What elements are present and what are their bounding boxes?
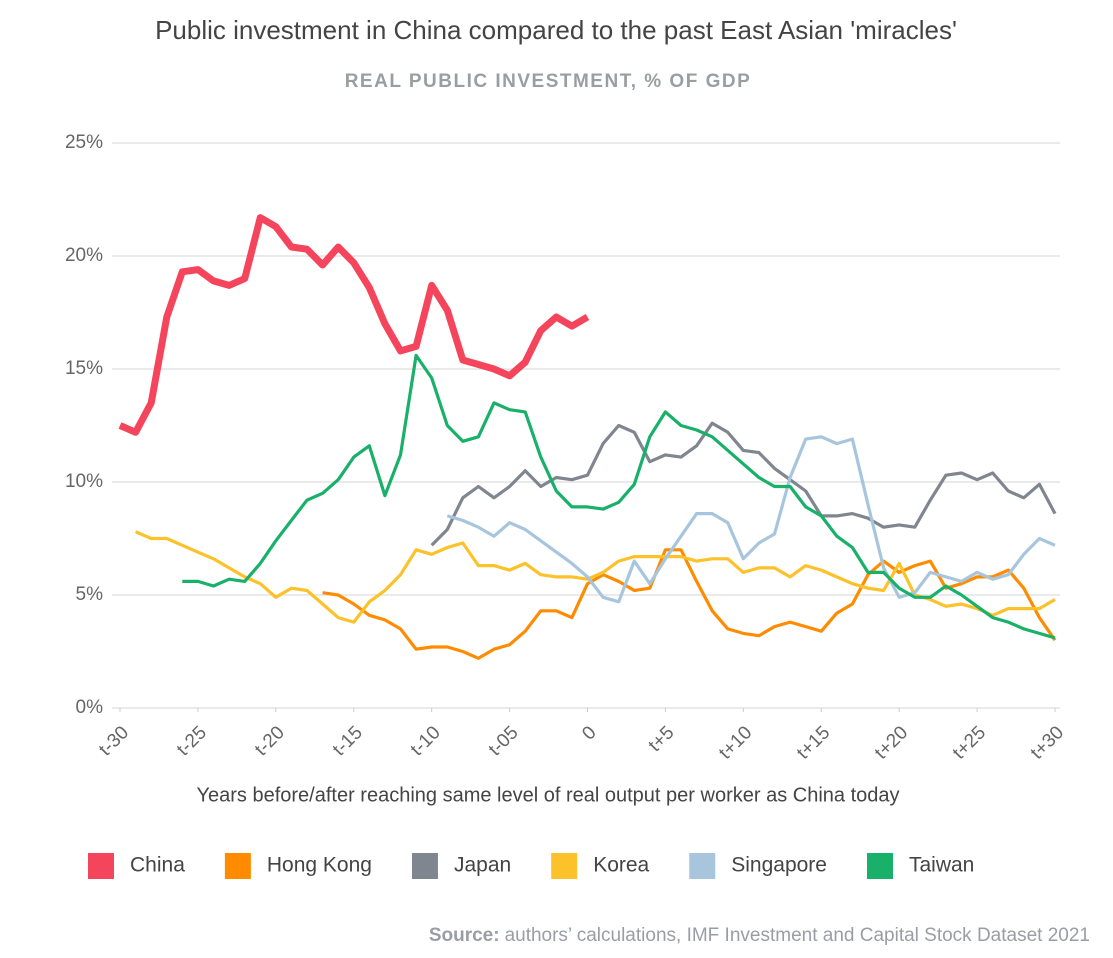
- legend-label: China: [130, 854, 185, 877]
- x-tick-label: t+10: [715, 722, 756, 763]
- x-tick-label: t-10: [407, 722, 445, 760]
- legend-swatch: [224, 853, 251, 879]
- legend-swatch: [551, 853, 578, 879]
- x-tick-label: t+20: [871, 722, 912, 763]
- y-tick-label: 10%: [65, 471, 103, 492]
- legend-label: Japan: [454, 854, 511, 877]
- series-line: [446, 435, 1056, 604]
- x-tick-label: t-30: [95, 722, 133, 760]
- x-tick-label: t-15: [329, 722, 367, 760]
- y-tick-label: 5%: [76, 584, 104, 605]
- series-line: [118, 214, 590, 436]
- legend-swatch: [411, 853, 438, 879]
- series-line: [322, 548, 1057, 660]
- chart-subtitle: REAL PUBLIC INVESTMENT, % OF GDP: [345, 71, 752, 92]
- chart-title: Public investment in China compared to t…: [155, 15, 957, 45]
- source-text: authors’ calculations, IMF Investment an…: [505, 925, 1090, 946]
- x-tick-label: t-20: [251, 722, 289, 760]
- legend-label: Taiwan: [909, 854, 974, 877]
- y-tick-label: 20%: [65, 245, 103, 266]
- y-tick-label: 15%: [65, 358, 103, 379]
- series-line: [182, 353, 1056, 640]
- series-line: [134, 530, 1056, 624]
- legend-swatch: [88, 853, 114, 879]
- x-tick-label: t+25: [949, 722, 990, 763]
- x-axis-label: Years before/after reaching same level o…: [197, 784, 900, 806]
- x-tick-label: t-25: [173, 722, 211, 760]
- source: Source: authors’ calculations, IMF Invest…: [429, 925, 1090, 946]
- legend-swatch: [866, 853, 893, 879]
- legend-label: Singapore: [731, 854, 827, 877]
- y-tick-label: 25%: [65, 132, 103, 153]
- x-tick-label: t+15: [793, 722, 834, 763]
- x-tick-label: t-05: [485, 722, 523, 760]
- source-label: Source:: [429, 925, 500, 946]
- series-line: [430, 421, 1057, 547]
- x-tick-label: t+30: [1027, 722, 1068, 763]
- x-tick-label: t+5: [645, 722, 679, 756]
- legend-label: Korea: [593, 854, 649, 877]
- x-tick-label: 0: [578, 722, 600, 744]
- y-tick-label: 0%: [76, 697, 104, 718]
- legend-swatch: [689, 853, 716, 879]
- legend-label: Hong Kong: [267, 854, 372, 877]
